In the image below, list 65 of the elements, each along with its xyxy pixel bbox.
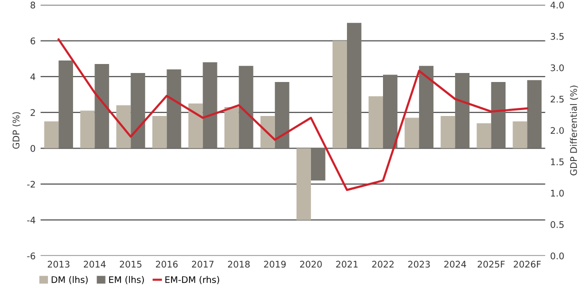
x-tick-label: 2022 <box>372 260 394 268</box>
y-tick-label: 2 <box>30 109 35 116</box>
y2-tick-label: 1.5 <box>551 158 564 166</box>
bar <box>512 121 528 148</box>
y2-tick-label: 2.5 <box>550 96 564 103</box>
bar <box>346 22 362 148</box>
bar <box>310 148 326 181</box>
bar <box>238 66 254 148</box>
x-tick-label: 2016 <box>156 260 178 268</box>
y-tick-label: 0 <box>30 145 36 152</box>
bar <box>404 118 420 148</box>
x-tick-label: 2014 <box>84 260 106 268</box>
x-tick-label: 2017 <box>192 260 214 268</box>
bar <box>188 103 203 148</box>
y-tick-label: -2 <box>27 180 35 188</box>
bar <box>491 82 506 148</box>
bar <box>224 107 239 148</box>
y-axis-title: GDP (%) <box>12 112 20 149</box>
x-tick-label: 2013 <box>48 260 70 268</box>
bar <box>419 66 434 148</box>
bar <box>296 148 311 220</box>
bar <box>368 96 384 148</box>
x-tick-label: 2015 <box>120 260 142 268</box>
bar <box>58 60 74 148</box>
x-tick-label: 2026F <box>514 260 541 268</box>
y2-axis-title: GDP Differential (%) <box>570 86 578 176</box>
bar <box>94 64 110 148</box>
y2-tick-label: 2.0 <box>550 127 564 134</box>
y2-tick-label: 3.5 <box>550 33 564 40</box>
y-tick-label: 6 <box>30 37 36 44</box>
x-tick-label: 2025F <box>478 260 505 268</box>
bar <box>332 40 347 148</box>
bar <box>440 116 456 148</box>
y2-tick-label: 0.5 <box>550 221 564 228</box>
legend-label: DM (lhs) <box>52 276 88 284</box>
bar <box>116 105 131 148</box>
bar <box>260 116 275 148</box>
x-tick-label: 2024 <box>444 260 466 268</box>
bar <box>383 74 398 148</box>
y2-tick-label: 4.0 <box>550 2 564 8</box>
bar <box>44 121 59 148</box>
y-tick-label: -6 <box>27 252 36 260</box>
bar <box>130 73 146 148</box>
bar <box>476 123 492 148</box>
y2-tick-label: 0.0 <box>550 252 564 260</box>
line-series <box>58 38 528 191</box>
bar <box>274 82 290 148</box>
x-tick-label: 2019 <box>264 260 286 268</box>
y2-tick-label: 1.0 <box>551 190 564 197</box>
bar <box>202 62 218 148</box>
bar <box>527 80 542 148</box>
x-tick-label: 2018 <box>228 260 250 268</box>
legend-label: EM (lhs) <box>109 276 144 284</box>
legend-label: EM-DM (rhs) <box>165 276 220 284</box>
x-tick-label: 2021 <box>336 260 358 268</box>
x-tick-label: 2023 <box>408 260 430 268</box>
y-tick-label: 8 <box>30 2 36 8</box>
y-tick-label: 4 <box>30 73 36 80</box>
bar <box>455 73 470 148</box>
y-tick-label: -4 <box>27 216 36 224</box>
bar <box>152 116 167 148</box>
bar <box>80 110 95 148</box>
bar <box>166 69 182 148</box>
y2-tick-label: 3.0 <box>550 64 564 72</box>
x-tick-label: 2020 <box>300 260 322 268</box>
